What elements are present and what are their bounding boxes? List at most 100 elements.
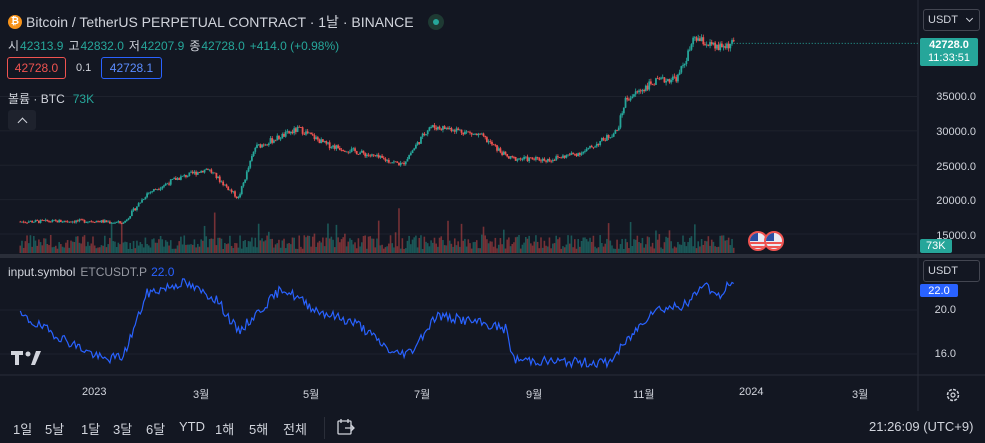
range-6m-button[interactable]: 6달 [146,422,166,437]
candle-body [21,221,23,223]
candle-body [276,135,279,141]
volume-bar [712,241,715,253]
volume-legend[interactable]: 볼륨 · BTC 73K [8,90,94,107]
volume-bar [666,237,669,253]
collapse-legend-button[interactable] [8,110,36,130]
range-1y-button[interactable]: 1해 [215,422,235,437]
volume-bar [381,244,383,253]
range-ytd-button[interactable]: YTD [179,419,205,434]
candle-body [223,184,226,186]
candle-body [229,189,231,191]
indicator-line [19,278,735,369]
candle-body [406,158,409,162]
candle-body [43,220,45,222]
volume-bar [731,238,733,253]
volume-bar [382,248,385,253]
us-flag-event-icon[interactable] [748,231,768,251]
volume-bar [317,242,319,253]
volume-bar [198,246,201,253]
chart-settings-gear-icon[interactable] [945,387,961,403]
range-5y-button[interactable]: 5해 [249,422,269,437]
candle-body [139,202,142,204]
candle-body [619,115,622,128]
close-value: 42728.0 [201,38,245,53]
candle-body [318,139,321,144]
range-3m-button[interactable]: 3달 [113,422,133,437]
volume-bar [563,247,566,253]
candle-body [529,157,532,159]
candle-body [132,208,135,211]
volume-bar [687,242,689,253]
candle-body [315,137,318,140]
volume-tag: 73K [920,239,952,253]
volume-bar [276,243,279,253]
candle-body [256,144,258,148]
candle-body [557,156,559,158]
candle-body [594,146,596,148]
indicator-legend[interactable]: input.symbol ETCUSDT.P 22.0 [8,265,174,279]
candle-body [352,148,355,150]
volume-bar [355,248,358,253]
currency-dropdown[interactable]: USDT [923,9,980,31]
volume-bar [428,246,431,253]
us-flag-event-icon[interactable] [764,231,784,251]
candle-body [26,222,28,224]
volume-bar [394,232,397,253]
candle-body [528,157,531,162]
volume-bar [524,237,527,253]
volume-bar [264,240,267,253]
candle-body [49,221,52,223]
tradingview-logo-icon[interactable] [11,349,43,372]
candle-body [288,131,290,134]
volume-bar [168,245,170,253]
volume-bar [210,238,213,253]
candle-body [108,221,111,224]
candle-body [573,153,576,155]
volume-bar [646,236,649,253]
clock-timezone[interactable]: 21:26:09 (UTC+9) [869,419,974,434]
indicator-currency-label[interactable]: USDT [923,260,980,282]
volume-bar [229,235,231,253]
range-1m-button[interactable]: 1달 [81,422,101,437]
symbol-title: Bitcoin / TetherUS PERPETUAL CONTRACT · … [26,14,414,30]
range-5d-button[interactable]: 5날 [45,422,65,437]
volume-bar [197,243,199,253]
volume-bar [44,238,47,253]
volume-bar [327,223,329,253]
candle-body [617,127,620,131]
volume-bar [166,241,169,253]
volume-bar [536,241,539,253]
candle-body [391,162,394,164]
sell-button[interactable]: 42728.0 [7,57,66,79]
candle-body [188,172,191,176]
goto-date-icon[interactable] [336,417,356,442]
symbol-legend[interactable]: ₿ Bitcoin / TetherUS PERPETUAL CONTRACT … [8,12,444,32]
volume-bar [306,235,309,253]
candle-body [732,40,735,42]
candle-body [587,147,590,149]
volume-bar [88,245,91,253]
volume-bar [700,239,703,253]
volume-bar [492,246,495,253]
candle-body [578,153,581,155]
volume-bar [318,240,321,253]
volume-bar [41,245,44,253]
candle-body [643,89,646,92]
range-all-button[interactable]: 전체 [283,422,307,437]
volume-bar [552,243,554,253]
range-1d-button[interactable]: 1일 [13,422,33,437]
candle-body [254,147,257,152]
candle-body [374,155,377,157]
volume-bar [497,244,500,253]
buy-button[interactable]: 42728.1 [101,57,162,79]
volume-bar [430,240,432,253]
volume-bar [213,212,216,253]
volume-bar [688,237,691,253]
candle-body [443,126,446,129]
candle-body [203,169,206,173]
candle-body [683,63,686,66]
time-label: 3월 [852,389,869,401]
candle-body [541,158,544,162]
candle-body [201,170,204,173]
